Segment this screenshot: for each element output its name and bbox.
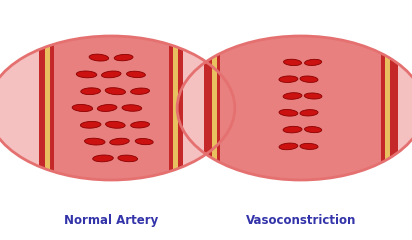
Ellipse shape [283, 126, 302, 133]
Ellipse shape [304, 93, 322, 99]
Circle shape [177, 36, 412, 180]
Bar [39, 24, 183, 192]
Ellipse shape [126, 71, 145, 78]
Ellipse shape [72, 104, 93, 112]
Ellipse shape [279, 109, 298, 116]
Ellipse shape [114, 54, 133, 61]
Ellipse shape [80, 121, 101, 128]
Ellipse shape [304, 126, 322, 133]
Bar [220, 24, 381, 192]
Bar [45, 24, 50, 192]
Ellipse shape [84, 138, 105, 145]
Ellipse shape [283, 59, 302, 66]
Ellipse shape [89, 54, 109, 61]
Ellipse shape [97, 105, 117, 111]
Ellipse shape [279, 76, 298, 83]
Ellipse shape [76, 71, 97, 78]
Text: Vasoconstriction: Vasoconstriction [246, 214, 356, 227]
Ellipse shape [300, 110, 318, 116]
Ellipse shape [131, 88, 150, 94]
Ellipse shape [105, 121, 125, 128]
Bar [173, 24, 178, 192]
Ellipse shape [283, 93, 302, 99]
Ellipse shape [105, 88, 126, 95]
Ellipse shape [118, 155, 138, 162]
Ellipse shape [300, 76, 318, 82]
Ellipse shape [300, 143, 318, 150]
Text: Normal Artery: Normal Artery [64, 214, 158, 227]
Ellipse shape [304, 59, 322, 66]
Bar [204, 24, 398, 192]
Bar [54, 24, 169, 192]
Bar [212, 24, 217, 192]
Ellipse shape [101, 71, 121, 78]
Ellipse shape [131, 122, 150, 128]
Ellipse shape [81, 88, 101, 95]
Ellipse shape [279, 143, 298, 150]
Ellipse shape [110, 138, 129, 145]
Circle shape [0, 36, 235, 180]
Ellipse shape [122, 105, 142, 111]
Ellipse shape [93, 155, 113, 162]
Ellipse shape [135, 138, 153, 145]
Bar [385, 24, 390, 192]
